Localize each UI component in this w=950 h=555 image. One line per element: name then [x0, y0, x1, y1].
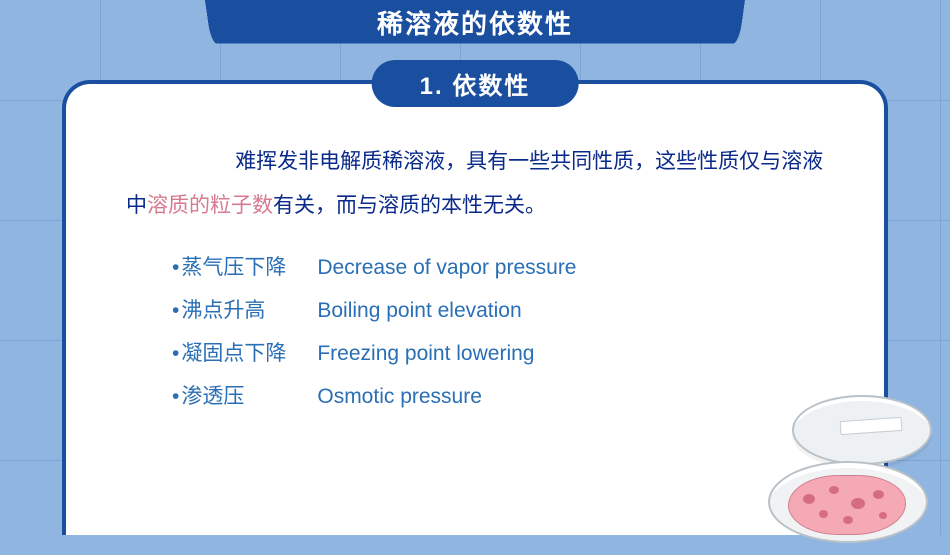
list-item: • 沸点升高 Boiling point elevation — [172, 289, 824, 332]
bullet-icon: • — [172, 289, 179, 332]
section-label: 1. 依数性 — [420, 73, 531, 100]
list-item: • 渗透压 Osmotic pressure — [172, 375, 824, 418]
list-item-en: Osmotic pressure — [317, 375, 482, 418]
slide-title: 稀溶液的依数性 — [377, 4, 573, 41]
bullet-icon: • — [172, 375, 179, 418]
intro-paragraph: 难挥发非电解质稀溶液，具有一些共同性质，这些性质仅与溶液中溶质的粒子数有关，而与… — [126, 140, 824, 228]
list-item-cn: 蒸气压下降 — [181, 246, 317, 289]
bullet-icon: • — [172, 246, 179, 289]
list-item: • 蒸气压下降 Decrease of vapor pressure — [172, 246, 824, 289]
bullet-icon: • — [172, 332, 179, 375]
intro-text-post: 有关，而与溶质的本性无关。 — [273, 194, 546, 217]
list-item-en: Boiling point elevation — [317, 289, 521, 332]
property-list: • 蒸气压下降 Decrease of vapor pressure • 沸点升… — [172, 246, 824, 418]
list-item-cn: 凝固点下降 — [181, 332, 317, 375]
list-item-cn: 渗透压 — [181, 375, 317, 418]
list-item-en: Decrease of vapor pressure — [317, 246, 576, 289]
list-item-en: Freezing point lowering — [317, 332, 534, 375]
intro-highlight: 溶质的粒子数 — [147, 194, 273, 217]
list-item-cn: 沸点升高 — [181, 289, 317, 332]
list-item: • 凝固点下降 Freezing point lowering — [172, 332, 824, 375]
content-card: 难挥发非电解质稀溶液，具有一些共同性质，这些性质仅与溶液中溶质的粒子数有关，而与… — [62, 80, 888, 535]
section-pill: 1. 依数性 — [372, 60, 579, 107]
slide-title-banner: 稀溶液的依数性 — [205, 0, 745, 45]
